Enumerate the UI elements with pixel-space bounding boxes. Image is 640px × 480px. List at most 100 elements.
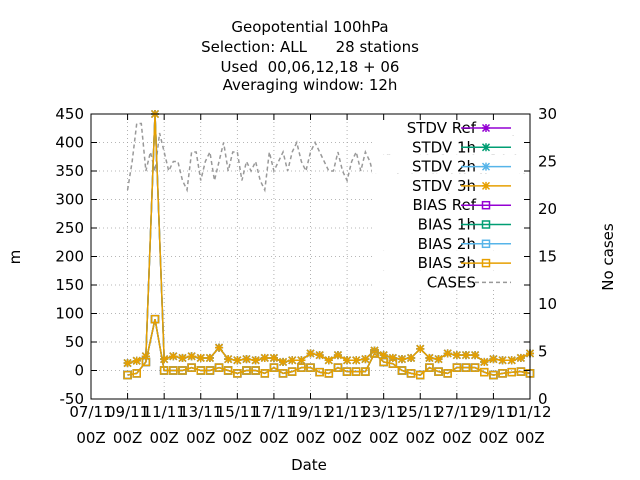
series-bias-3h-point [233, 369, 242, 378]
series-stdv-3h-point [480, 357, 489, 366]
y-tick-label: 150 [55, 276, 84, 294]
x-tick-label: 23/11 [362, 403, 405, 421]
legend-marker [481, 123, 491, 133]
x-tick-label-time: 00Z [76, 429, 105, 447]
legend-label: BIAS 2h [418, 235, 476, 253]
legend-marker [481, 239, 491, 249]
x-tick-label: 13/11 [179, 403, 222, 421]
plot-area [123, 109, 535, 380]
y-tick-label: 350 [55, 162, 84, 180]
series-stdv-3h-point [434, 355, 443, 364]
x-tick-label-time: 00Z [515, 429, 544, 447]
legend-label: STDV 1h [412, 138, 476, 156]
legend-label: BIAS Ref [412, 196, 476, 214]
y2-tick-label: 15 [538, 248, 557, 266]
legend-marker [481, 143, 491, 152]
y-tick-label: 200 [55, 248, 84, 266]
legend-background [372, 251, 530, 271]
series-stdv-3h-point [471, 351, 480, 360]
series-stdv-3h-point [416, 344, 425, 353]
x-tick-label: 01/12 [508, 403, 551, 421]
y-tick-label: 400 [55, 134, 84, 152]
y-tick-label: 0 [74, 362, 84, 380]
series-bias-3h-point [342, 367, 352, 376]
series-bias-3h-point [461, 363, 471, 372]
legend-background [372, 270, 530, 290]
series-bias-3h-point [324, 369, 334, 378]
x-tick-label-time: 00Z [259, 429, 288, 447]
series-stdv-3h-point [361, 355, 370, 364]
x-tick-label: 21/11 [325, 403, 368, 421]
x-tick-label: 17/11 [252, 403, 295, 421]
series-stdv-3h-point [489, 355, 498, 364]
legend-background [372, 212, 530, 232]
y-tick-label: 450 [55, 105, 84, 123]
series-bias-3h-point [278, 369, 288, 378]
series-stdv-3h-point [516, 353, 525, 362]
legend-label: STDV 3h [412, 177, 476, 195]
x-tick-label: 15/11 [216, 403, 259, 421]
x-tick-label-time: 00Z [113, 429, 142, 447]
series-bias-3h-point [242, 366, 251, 375]
y-tick-label: 50 [65, 333, 84, 351]
legend-background [372, 116, 530, 135]
series-bias-3h-point [306, 363, 315, 372]
series-bias-3h-point [169, 366, 178, 375]
title-line-1: Geopotential 100hPa [231, 18, 388, 36]
series-stdv-3h-point [187, 352, 196, 361]
legend-label: STDV 2h [412, 158, 476, 176]
series-bias-3h-point [397, 366, 407, 375]
y-tick-label: 250 [55, 219, 84, 237]
series-bias-3h-point [406, 369, 416, 378]
legend-marker [481, 162, 491, 171]
series-bias-3h-point [434, 367, 443, 376]
series-bias-3h-point [416, 370, 425, 380]
series-stdv-3h-point [461, 351, 471, 360]
series-stdv-3h-point [498, 356, 507, 365]
legend-background [372, 193, 530, 213]
x-tick-label: 27/11 [435, 403, 478, 421]
series-bias-3h-point [443, 369, 452, 378]
y2-tick-label: 10 [538, 295, 557, 313]
series-bias-3h-point [260, 369, 270, 378]
series-stdv-3h-point [205, 353, 214, 362]
x-tick-label-time: 00Z [149, 429, 178, 447]
series-stdv-3h-point [132, 356, 141, 365]
y2-tick-label: 0 [538, 390, 548, 408]
legend-marker [481, 200, 491, 210]
y2-tick-label: 20 [538, 200, 557, 218]
y2-tick-label: 25 [538, 153, 557, 171]
series-bias-3h-point [452, 363, 462, 372]
series-stdv-3h-point [196, 353, 205, 362]
series-stdv-3h-point [224, 355, 233, 364]
legend-label: STDV Ref [407, 119, 477, 137]
y2-axis-label: No cases [599, 223, 617, 291]
title-line-4: Averaging window: 12h [223, 76, 398, 94]
series-bias-3h-point [123, 370, 132, 380]
x-tick-label-time: 00Z [406, 429, 435, 447]
series-stdv-3h-point [233, 356, 242, 365]
y-axis-ticks: -50 0 50 100 150 200 250 300 350 400 450 [55, 105, 530, 408]
series-bias-3h-point [196, 366, 205, 375]
x-tick-label: 29/11 [472, 403, 515, 421]
series-stdv-3h-point [507, 356, 516, 365]
x-tick-label-time: 00Z [479, 429, 508, 447]
title-line-3: Used 00,06,12,18 + 06 [221, 58, 400, 76]
series-bias-3h-point [516, 367, 526, 376]
y2-tick-label: 30 [538, 105, 557, 123]
y-tick-label: -50 [60, 390, 85, 408]
x-tick-label: 11/11 [143, 403, 186, 421]
series-bias-3h-point [351, 367, 361, 376]
series-bias-3h-point [159, 366, 169, 375]
y2-tick-label: 5 [538, 343, 548, 361]
series-bias-3h-point [141, 357, 151, 367]
series-bias-3h-point [214, 363, 224, 372]
series-bias-3h-point [205, 366, 215, 375]
series-stdv-3h-point [279, 357, 288, 366]
series-bias-3h-point [425, 363, 434, 372]
series-bias-3h-point [507, 367, 516, 377]
legend-background [372, 231, 530, 251]
series-bias-3h-point [470, 363, 480, 372]
